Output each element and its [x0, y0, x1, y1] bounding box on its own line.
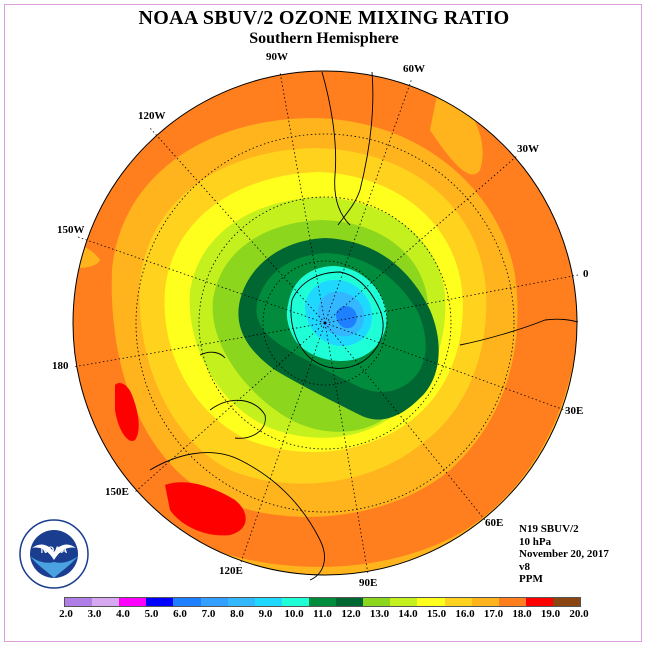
antarctica-coast: [290, 271, 384, 369]
legend-tick-label: 16.0: [455, 608, 475, 620]
ozone-contours: [73, 71, 577, 575]
legend-tick-label: 3.0: [87, 608, 102, 620]
contour-17-patch: [430, 80, 483, 175]
contour-7: [336, 306, 357, 329]
lon-label-150w: 150W: [57, 224, 85, 236]
lon-label-60w: 60W: [403, 63, 425, 75]
lon-label-30e: 30E: [565, 405, 584, 417]
legend-tick-label: 20.0: [569, 608, 589, 620]
lon-label-30w: 30W: [517, 143, 539, 155]
legend-ticks: 2.0 3.0 4.0 5.0 6.0 7.0 8.0 9.0 10.0 11.0 12.0 13.0…: [0, 608, 648, 622]
legend-swatch: [146, 598, 174, 606]
lon-label-60e: 60E: [485, 517, 504, 529]
legend-tick-label: 10.0: [284, 608, 304, 620]
lon-label-90w: 90W: [266, 51, 288, 63]
lon-label-180: 180: [52, 360, 69, 372]
legend-tick-label: 2.0: [59, 608, 73, 620]
legend-tick-label: 8.0: [230, 608, 244, 620]
legend-tick-label: 18.0: [512, 608, 532, 620]
legend-tick-label: 17.0: [483, 608, 504, 620]
legend-swatch: [417, 598, 445, 606]
legend-tick-label: 7.0: [201, 608, 216, 620]
info-date: November 20, 2017: [519, 548, 609, 560]
legend-swatch: [92, 598, 120, 606]
legend-tick-label: 4.0: [116, 608, 130, 620]
graticule: [72, 71, 579, 575]
legend-tick-label: 15.0: [426, 608, 447, 620]
legend-swatch: [119, 598, 147, 606]
legend-swatch: [227, 598, 255, 606]
legend-swatch: [498, 598, 526, 606]
legend-swatch: [552, 598, 581, 606]
legend-swatch: [200, 598, 228, 606]
plot-frame: [4, 4, 642, 642]
map-subtitle: Southern Hemisphere: [249, 30, 399, 47]
lon-label-150e: 150E: [105, 486, 129, 498]
legend-swatch: [308, 598, 337, 606]
lon-label-0: 0: [583, 268, 589, 280]
legend-tick-label: 9.0: [258, 608, 273, 620]
legend-tick-label: 19.0: [540, 608, 561, 620]
legend-tick-label: 6.0: [173, 608, 187, 620]
legend-tick-label: 14.0: [398, 608, 418, 620]
africa-coast: [459, 318, 579, 346]
legend-tick-label: 12.0: [341, 608, 361, 620]
legend-swatch: [471, 598, 499, 606]
lon-label-120e: 120E: [219, 565, 243, 577]
coastlines: [149, 71, 579, 581]
map-border: [72, 70, 578, 576]
info-level: 10 hPa: [519, 535, 552, 548]
australia-coast: [149, 452, 325, 581]
legend-swatch: [281, 598, 309, 606]
legend-swatch: [444, 598, 472, 606]
noaa-logo: NOAA: [19, 519, 89, 589]
south-america-coast: [321, 71, 351, 226]
contour-19-patch-2: [165, 482, 246, 536]
south-america-coast-east: [337, 71, 374, 226]
info-units: PPM: [519, 573, 543, 585]
legend-tick-label: 13.0: [369, 608, 390, 620]
noaa-logo-text: NOAA: [41, 545, 68, 555]
legend-tick-label: 11.0: [313, 608, 332, 620]
new-zealand-coast: [209, 399, 266, 439]
legend-swatch: [336, 598, 364, 606]
lon-label-120w: 120W: [138, 110, 166, 122]
contour-19-patch-1: [115, 383, 139, 441]
legend-swatch: [363, 598, 391, 606]
legend-swatch: [173, 598, 201, 606]
legend-swatch: [525, 598, 553, 606]
info-satellite: N19 SBUV/2: [519, 523, 579, 535]
legend-swatch: [390, 598, 418, 606]
legend-tick-label: 5.0: [144, 608, 159, 620]
map-title: NOAA SBUV/2 OZONE MIXING RATIO: [138, 7, 510, 29]
info-block: N19 SBUV/2 10 hPa November 20, 2017 v8 P…: [519, 523, 609, 586]
lon-label-90e: 90E: [359, 577, 378, 589]
legend-swatch: [65, 598, 93, 606]
info-version: v8: [519, 560, 530, 573]
color-legend: [64, 597, 581, 607]
legend-swatch: [254, 598, 282, 606]
